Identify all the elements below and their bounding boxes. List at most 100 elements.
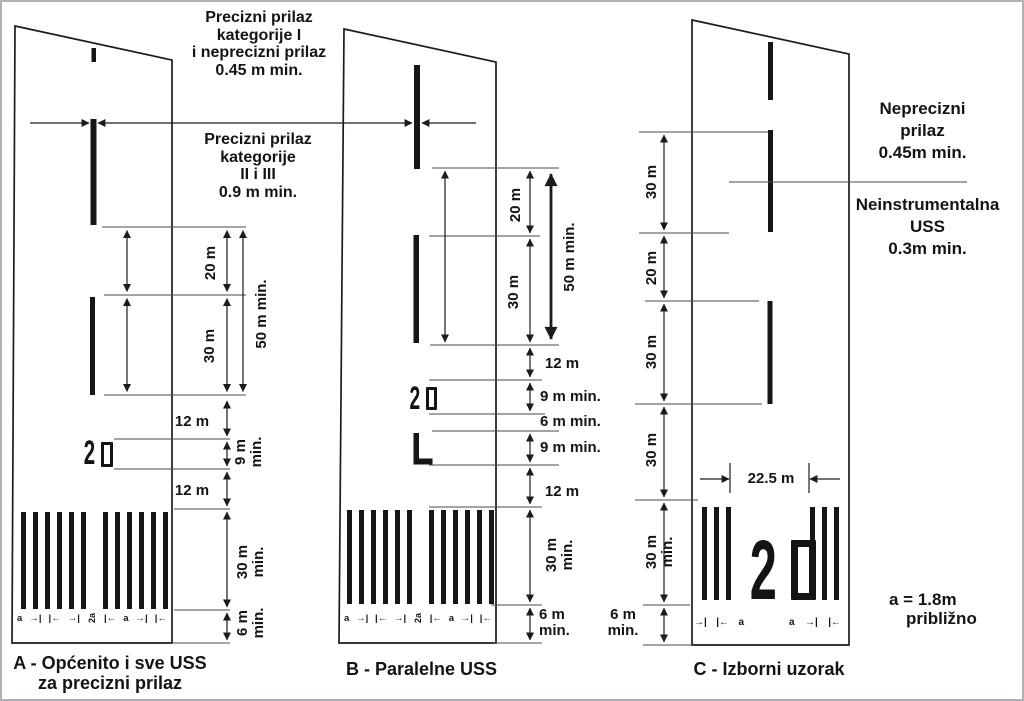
dim-label-30m-min-a: 30 m min. xyxy=(233,544,267,580)
dim-line: min. xyxy=(539,622,570,639)
spacing-arrow: →| xyxy=(694,616,707,628)
spacing-arrow: |← xyxy=(716,616,730,628)
annotation-line: 0.3m min. xyxy=(888,239,967,258)
annotation-line: kategorije xyxy=(220,148,296,166)
dim-line: 30 m xyxy=(233,544,251,580)
spacing-arrow: →| xyxy=(804,616,818,628)
spacing-arrow: |← xyxy=(154,612,167,624)
dim-label-30m-2-c: 30 m xyxy=(642,334,660,370)
dim-label-50m-a: 50 m min. xyxy=(252,279,270,349)
dim-label-9m-lower-b: 9 m min. xyxy=(540,438,601,456)
dim-label-6m-b: 6 m min. xyxy=(540,412,601,430)
annotation-line: prilaz xyxy=(900,121,945,140)
stripe-spacing-row-b: a →| |← →| 2a |← a →| |← xyxy=(344,611,492,625)
runway-a-dimension-arrows xyxy=(123,229,247,641)
width-dimension-22-5 xyxy=(700,463,840,493)
spacing-arrow: |← xyxy=(479,612,492,624)
caption-line: A - Općenito i sve USS xyxy=(13,653,207,673)
annotation-line: 0.45 m min. xyxy=(215,61,303,79)
dim-label-30m-a: 30 m xyxy=(200,328,218,364)
runway-b-threshold-stripes xyxy=(347,510,494,604)
spacing-token-2a: 2a xyxy=(412,612,423,624)
annotation-line: 0.45m min. xyxy=(878,143,967,162)
runway-b-designation: 2 0 xyxy=(406,380,437,416)
designation-digit: 2 xyxy=(83,434,96,473)
spacing-arrow: |← xyxy=(429,612,442,624)
runway-a-threshold-stripes xyxy=(21,512,168,609)
scale-note-line: približno xyxy=(906,609,977,628)
spacing-arrow: →| xyxy=(460,612,473,624)
dim-label-12m-upper-b: 12 m xyxy=(544,354,580,372)
dim-label-22-5m-c: 22.5 m xyxy=(747,469,795,487)
spacing-arrow: |← xyxy=(103,612,117,624)
spacing-arrow: →| xyxy=(29,612,42,624)
stripe-spacing-row-a: a →| |← →| 2a |← a →| |← xyxy=(17,611,167,625)
annotation-cat1: Precizni prilaz kategorije I i neprecizn… xyxy=(174,9,344,79)
runway-c-designation: 2 0 xyxy=(740,522,816,617)
spacing-token: a xyxy=(448,612,454,624)
dim-label-12m-lower-b: 12 m xyxy=(544,482,580,500)
spacing-arrow: →| xyxy=(67,612,80,624)
spacing-token: a xyxy=(789,616,795,628)
annotation-line: II i III xyxy=(240,166,276,183)
dim-label-30m-1-c: 30 m xyxy=(642,164,660,200)
spacing-arrow: →| xyxy=(393,612,407,624)
dim-label-30m-b: 30 m xyxy=(504,274,522,310)
annotation-cat23: Precizni prilaz kategorije II i III 0.9 … xyxy=(183,131,333,201)
runway-c-centerline-stripes xyxy=(767,42,773,404)
spacing-token: a xyxy=(344,612,350,624)
runway-c-reference-lines xyxy=(635,131,967,646)
scale-note: a = 1.8m približno xyxy=(889,590,977,628)
runway-c-outline xyxy=(691,18,850,646)
annotation-line: kategorije I xyxy=(216,26,302,44)
annotation-line: Neinstrumentalna xyxy=(855,195,1000,214)
dim-line: 9 m xyxy=(231,439,249,465)
dim-line: 6 m xyxy=(233,610,251,636)
runway-b-dimension-arrows xyxy=(441,170,558,641)
dim-label-30m-min-c: 30 m min. xyxy=(642,534,676,570)
dim-line: 6 m xyxy=(610,605,636,623)
dim-line: 30 m xyxy=(642,534,660,570)
caption-line: za precizni prilaz xyxy=(37,672,183,693)
designation-digit: 2 xyxy=(749,522,777,617)
dim-label-9m-upper-b: 9 m min. xyxy=(540,387,601,405)
runway-a-designation: 2 0 xyxy=(80,434,113,473)
scale-note-line: a = 1.8m xyxy=(889,590,957,609)
annotation-line: Precizni prilaz xyxy=(204,131,312,148)
dim-label-6m-min-b: 6 m min. xyxy=(539,605,570,639)
spacing-token: a xyxy=(738,616,744,628)
dim-label-20m-b: 20 m xyxy=(506,187,524,223)
dim-label-9m-a: 9 m min. xyxy=(231,436,265,468)
dim-label-12m-upper-a: 12 m xyxy=(174,412,210,430)
annotation-line: USS xyxy=(910,217,945,236)
dim-line: min. xyxy=(659,536,676,568)
spacing-arrow: →| xyxy=(135,612,148,624)
runway-a-reference-lines xyxy=(102,226,246,644)
annotation-noninstrument: Neinstrumentalna USS 0.3m min. xyxy=(845,194,1010,260)
dim-label-6m-min-a: 6 m min. xyxy=(233,607,267,639)
dim-line: 6 m xyxy=(539,605,565,623)
dim-line: min. xyxy=(559,539,576,571)
spacing-token: a xyxy=(17,612,23,624)
dim-label-30m-3-c: 30 m xyxy=(642,432,660,468)
designation-digit-zero: 0 xyxy=(790,540,816,600)
stripe-spacing-left-c: →| |← a xyxy=(694,615,744,629)
spacing-arrow: →| xyxy=(356,612,369,624)
dim-label-20m-a: 20 m xyxy=(201,245,219,281)
dim-line: min. xyxy=(248,436,265,468)
dim-line: min. xyxy=(250,546,267,578)
designation-digit-zero: 0 xyxy=(425,386,437,410)
designation-digit-zero: 0 xyxy=(100,441,113,467)
caption-b: B - Paralelne USS xyxy=(345,659,498,679)
dim-line: min. xyxy=(250,607,267,639)
spacing-arrow: |← xyxy=(375,612,388,624)
runway-b-aiming-l-mark xyxy=(413,433,433,465)
spacing-arrow: |← xyxy=(48,612,61,624)
designation-digit: 2 xyxy=(409,380,421,416)
dim-line: 30 m xyxy=(542,537,560,573)
spacing-token-2a: 2a xyxy=(86,612,97,624)
spacing-arrow: |← xyxy=(828,616,841,628)
dim-label-12m-lower-a: 12 m xyxy=(174,481,210,499)
annotation-line: 0.9 m min. xyxy=(218,183,298,201)
